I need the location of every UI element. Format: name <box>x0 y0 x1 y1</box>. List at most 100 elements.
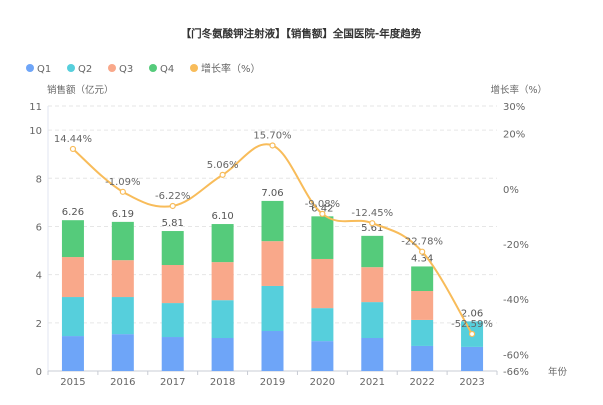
y-tick-label: 4 <box>36 271 42 282</box>
growth-rate-point[interactable] <box>419 248 426 255</box>
bar-q2-2022[interactable] <box>411 319 434 346</box>
bar-q2-2015[interactable] <box>61 297 84 337</box>
bar-q1-2016[interactable] <box>111 334 134 371</box>
y2-tick-label: 20% <box>503 130 525 141</box>
y-tick-label: 8 <box>36 174 42 185</box>
bar-q2-2020[interactable] <box>311 308 334 342</box>
growth-rate-label: -1.09% <box>105 177 140 188</box>
bar-total-label: 6.19 <box>112 209 134 220</box>
bar-q2-2021[interactable] <box>361 302 384 338</box>
growth-rate-label: 14.44% <box>54 134 92 145</box>
bar-q4-2019[interactable] <box>261 200 284 242</box>
bar-q2-2017[interactable] <box>161 303 184 338</box>
y-tick-label: 6 <box>36 222 42 233</box>
bar-q4-2015[interactable] <box>61 220 84 258</box>
bar-q4-2021[interactable] <box>361 235 384 268</box>
bar-q2-2016[interactable] <box>111 297 134 335</box>
x-tick-label: 2016 <box>110 377 135 388</box>
bar-total-label: 2.06 <box>461 308 483 319</box>
legend: Q1 Q2 Q3 Q4 增长率（%） <box>26 62 261 75</box>
growth-rate-point[interactable] <box>119 188 126 195</box>
bar-total-label: 6.26 <box>62 207 84 218</box>
legend-marker-1[interactable] <box>67 64 75 72</box>
growth-rate-point[interactable] <box>369 220 376 227</box>
bar-q4-2022[interactable] <box>411 266 434 292</box>
bar-total-label: 6.42 <box>311 203 333 214</box>
x-tick-label: 2019 <box>260 377 285 388</box>
bar-q3-2022[interactable] <box>411 291 434 320</box>
y-tick-label: 0 <box>36 367 42 378</box>
bar-q1-2023[interactable] <box>461 346 484 371</box>
bar-q1-2022[interactable] <box>411 345 434 371</box>
growth-rate-point[interactable] <box>69 145 77 153</box>
legend-marker-4[interactable] <box>190 64 198 72</box>
y2-tick-label: 0% <box>503 185 519 196</box>
growth-rate-label: 15.70% <box>253 130 291 141</box>
bar-total-label: 6.10 <box>211 211 233 222</box>
bar-q3-2020[interactable] <box>311 258 334 309</box>
growth-rate-point[interactable] <box>219 171 226 178</box>
bar-q1-2021[interactable] <box>361 337 384 371</box>
growth-rate-label: -52.59% <box>451 319 493 330</box>
bar-q1-2015[interactable] <box>61 336 84 371</box>
legend-label-2[interactable]: Q3 <box>119 64 133 75</box>
x-tick-label: 2017 <box>160 377 185 388</box>
growth-rate-label: -6.22% <box>155 191 190 202</box>
bar-total-label: 4.34 <box>411 253 433 264</box>
bar-q4-2016[interactable] <box>111 221 134 261</box>
bar-q3-2015[interactable] <box>61 257 84 298</box>
legend-label-4[interactable]: 增长率（%） <box>201 62 261 75</box>
y2-axis-name: 增长率（%） <box>490 84 547 96</box>
bar-q3-2021[interactable] <box>361 267 384 303</box>
x-tick-label: 2021 <box>360 377 385 388</box>
y-tick-label: 2 <box>36 319 42 330</box>
bar-q4-2020[interactable] <box>311 216 334 259</box>
y-tick-label: 11 <box>29 102 42 113</box>
bar-q3-2018[interactable] <box>211 262 234 301</box>
bar-q3-2016[interactable] <box>111 260 134 298</box>
x-axis: 2015 2016 2017 2018 2019 2020 2021 2022 2023 <box>47 370 498 388</box>
x-tick-label: 2020 <box>310 377 335 388</box>
growth-rate-point[interactable] <box>468 330 476 338</box>
y2-tick-label: -20% <box>503 240 529 251</box>
bar-q2-2018[interactable] <box>211 300 234 338</box>
x-axis-name: 年份 <box>548 366 568 378</box>
bar-total-label: 5.61 <box>361 223 383 234</box>
y-axis-name: 销售额（亿元） <box>47 84 114 96</box>
chart-title: 【门冬氨酸钾注射液】【销售额】全国医院-年度趋势 <box>181 27 422 40</box>
bar-q1-2018[interactable] <box>211 337 234 371</box>
bar-total-label: 7.06 <box>261 188 283 199</box>
growth-rate-line: 14.44% -1.09% -6.22% 5.06% 15.70% -9.08% -12.4… <box>54 130 493 338</box>
legend-marker-0[interactable] <box>26 64 34 72</box>
bar-q3-2017[interactable] <box>161 265 184 304</box>
bar-total-label: 5.81 <box>162 218 184 229</box>
bar-q1-2017[interactable] <box>161 337 184 371</box>
y2-tick-label: -60% <box>503 350 529 361</box>
growth-rate-point[interactable] <box>169 202 176 210</box>
x-tick-label: 2022 <box>409 377 434 388</box>
legend-label-3[interactable]: Q4 <box>160 64 174 75</box>
legend-label-1[interactable]: Q2 <box>78 64 92 75</box>
legend-marker-3[interactable] <box>149 64 157 72</box>
bar-q1-2020[interactable] <box>311 341 334 371</box>
growth-rate-point[interactable] <box>269 142 276 149</box>
bar-q4-2017[interactable] <box>161 231 184 265</box>
x-tick-label: 2018 <box>210 377 235 388</box>
growth-rate-label: -9.08% <box>305 199 340 210</box>
x-tick-label: 2023 <box>459 377 484 388</box>
bar-q3-2019[interactable] <box>261 241 284 286</box>
y2-tick-label: -66% <box>503 367 529 378</box>
growth-rate-point[interactable] <box>319 210 326 217</box>
y2-tick-label: 30% <box>503 102 525 113</box>
growth-rate-label: -22.78% <box>401 237 443 248</box>
y2-tick-label: -40% <box>503 295 529 306</box>
y-tick-label: 10 <box>29 126 42 137</box>
growth-rate-label: 5.06% <box>207 160 239 171</box>
legend-marker-2[interactable] <box>108 64 116 72</box>
legend-label-0[interactable]: Q1 <box>37 64 51 75</box>
bar-total-labels: 6.26 6.19 5.81 6.10 7.06 6.42 5.61 4.34 2.06 <box>62 188 483 319</box>
bar-q1-2019[interactable] <box>261 331 284 371</box>
bar-q4-2018[interactable] <box>211 224 234 263</box>
bar-q2-2019[interactable] <box>261 285 284 332</box>
